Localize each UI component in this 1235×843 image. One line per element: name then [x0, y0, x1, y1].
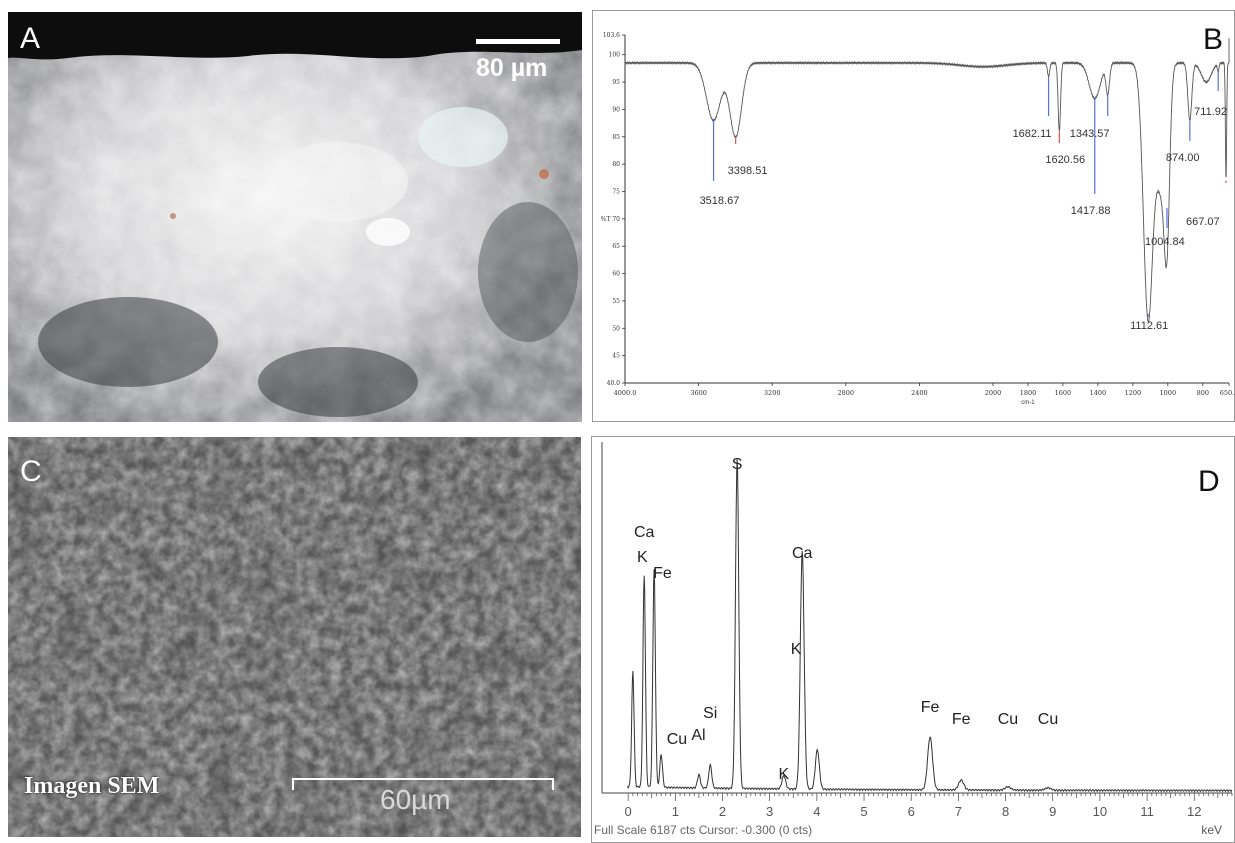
x-tick-label: 12: [1187, 804, 1201, 819]
panel-c-sem-image: C Imagen SEM 60µm: [8, 437, 581, 837]
x-tick-label: 2: [719, 804, 726, 819]
element-label: K: [791, 641, 802, 658]
peak-label: 1004.84: [1145, 236, 1185, 248]
x-tick-label: 800: [1197, 389, 1209, 397]
x-tick-label: 4000.0: [614, 389, 637, 397]
x-tick-label: 11: [1140, 804, 1154, 819]
x-tick-label: 2000: [985, 389, 1002, 397]
x-tick-label: 1400: [1090, 389, 1107, 397]
scale-bar: [292, 778, 554, 780]
x-tick-label: 6: [908, 804, 915, 819]
y-tick-label: 85: [612, 134, 620, 141]
y-tick-label: 45: [612, 353, 620, 360]
peak-label: 711.92: [1194, 106, 1227, 118]
element-label: Fe: [653, 565, 672, 582]
peak-label: 1417.88: [1071, 205, 1111, 217]
x-axis-label: cm-1: [1021, 400, 1035, 406]
y-tick-label: 90: [612, 106, 620, 113]
element-label: Ca: [634, 524, 655, 541]
panel-label-c: C: [20, 455, 42, 488]
panel-label-d: D: [1198, 465, 1220, 498]
x-tick-label: 650.0: [1220, 389, 1234, 397]
peak-label: 1112.61: [1130, 320, 1168, 332]
y-tick-label: %T 70: [601, 216, 620, 223]
y-tick-label: 65: [612, 243, 620, 250]
scale-footer: Full Scale 6187 cts Cursor: -0.300 (0 ct…: [594, 823, 812, 837]
x-tick-label: 2800: [838, 389, 855, 397]
scale-bar-right-tick: [552, 778, 554, 790]
scale-bar-label: 80 µm: [476, 54, 548, 82]
x-tick-label: 3: [766, 804, 773, 819]
x-tick-label: 8: [1002, 804, 1009, 819]
peak-label: 3398.51: [728, 165, 768, 177]
element-label: S: [732, 456, 743, 473]
spectrum-line: [626, 459, 1233, 793]
x-tick-label: 10: [1093, 804, 1107, 819]
panel-d-eds-spectrum: 0 1 2 3 4 5 6 7 8 9 10 11 12 keV Full Scale 6187 cts C…: [591, 436, 1235, 843]
x-tick-label: 9: [1049, 804, 1056, 819]
x-tick-label: 1000: [1160, 389, 1177, 397]
y-tick-label: 75: [612, 188, 620, 195]
panel-b-ftir-spectrum: 103.6 100 95 90 85 80 75 %T 70 65 60 55 50 45 40.0 400…: [592, 10, 1235, 422]
panel-label-b: B: [1203, 23, 1224, 56]
x-tick-label: 1600: [1055, 389, 1072, 397]
x-tick-label: 3600: [690, 389, 707, 397]
micrograph-image: [8, 12, 582, 422]
panel-a-optical-micrograph: A 80 µm: [8, 12, 582, 422]
y-tick-label: 40.0: [607, 380, 621, 387]
scale-bar-left-tick: [292, 778, 294, 790]
y-tick-label: 55: [612, 298, 620, 305]
x-tick-label: 0: [625, 804, 632, 819]
x-tick-label: 5: [860, 804, 867, 819]
x-tick-label: 1800: [1020, 389, 1037, 397]
scale-bar-label: 60µm: [380, 784, 451, 815]
y-tick-label: 80: [612, 161, 620, 168]
x-tick-label: 4: [813, 804, 820, 819]
x-tick-label: 7: [955, 804, 962, 819]
element-label: K: [637, 549, 648, 566]
sem-caption: Imagen SEM: [24, 773, 160, 799]
scale-bar: [476, 39, 560, 44]
element-label: Ca: [792, 545, 813, 562]
element-label: Cu: [1038, 711, 1058, 728]
peak-label: 1682.11: [1013, 128, 1052, 140]
peak-label: 874.00: [1166, 152, 1200, 164]
x-tick-label: 2400: [911, 389, 928, 397]
peak-label: 3518.67: [700, 195, 740, 207]
sem-image: [8, 437, 581, 837]
element-label: Fe: [921, 699, 940, 716]
y-tick-label: 100: [609, 52, 621, 59]
y-tick-label: 50: [612, 325, 620, 332]
x-tick-label: 1: [672, 804, 679, 819]
y-tick-label: 60: [612, 271, 620, 278]
element-label: Cu: [667, 731, 687, 748]
peak-label: 667.07: [1186, 216, 1220, 228]
y-tick-label: 103.6: [603, 32, 620, 39]
element-label: Fe: [952, 711, 971, 728]
element-label: Al: [691, 727, 705, 744]
x-tick-label: 1200: [1125, 389, 1142, 397]
ftir-chart: 103.6 100 95 90 85 80 75 %T 70 65 60 55 50 45 40.0 400…: [601, 32, 1234, 406]
x-tick-label: 3200: [764, 389, 781, 397]
element-label: K: [778, 766, 789, 783]
y-tick-label: 95: [612, 79, 620, 86]
peak-label: 1620.56: [1045, 154, 1085, 166]
peak-label: 1343.57: [1070, 128, 1110, 140]
spectrum-line: [624, 38, 1230, 323]
panel-label-a: A: [20, 22, 41, 55]
x-axis-label: keV: [1201, 823, 1222, 837]
element-label: Si: [703, 705, 717, 722]
element-label: Cu: [998, 711, 1018, 728]
